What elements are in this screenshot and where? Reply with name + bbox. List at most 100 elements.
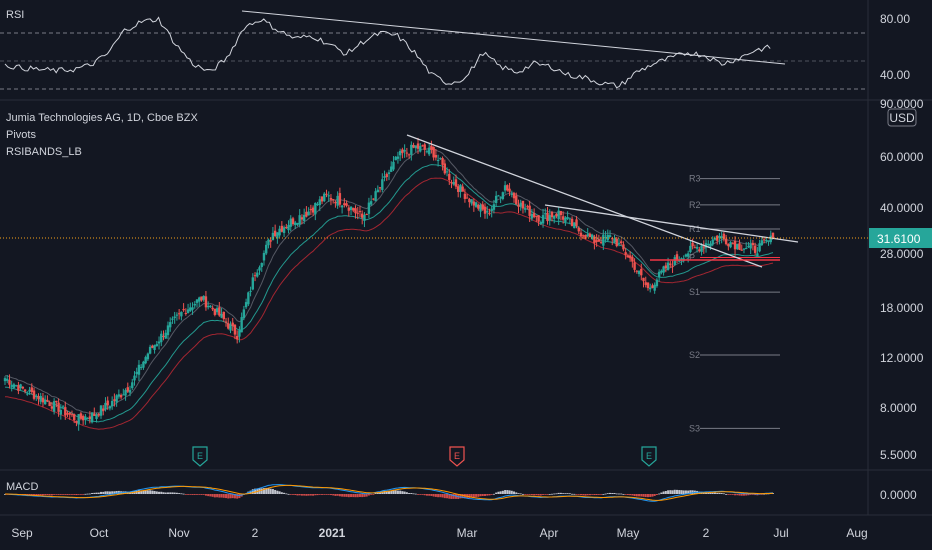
candle-body	[282, 227, 286, 233]
candle-body	[106, 400, 109, 406]
candle-body	[32, 390, 36, 399]
macd-bar	[93, 492, 96, 494]
candle-body	[742, 248, 746, 250]
macd-bar	[684, 490, 687, 494]
macd-bar	[542, 494, 545, 495]
candle-body	[481, 204, 484, 210]
candle-body	[506, 185, 509, 191]
macd-bar	[501, 490, 504, 494]
candle-body	[209, 305, 212, 308]
macd-bar	[155, 491, 158, 494]
main-pane[interactable]: Jumia Technologies AG, 1D, Cboe BZX Pivo…	[0, 97, 932, 467]
macd-bar	[452, 494, 455, 499]
macd-bar	[102, 491, 105, 494]
candle-body	[608, 235, 612, 237]
candle-body	[385, 174, 388, 178]
macd-bar	[361, 494, 364, 498]
macd-bar	[196, 494, 198, 495]
currency-badge[interactable]: USD	[887, 108, 917, 127]
macd-bar	[401, 491, 404, 494]
candle-body	[52, 401, 56, 412]
macd-bar	[720, 493, 723, 494]
candle-body	[512, 193, 516, 199]
candle-body	[95, 414, 98, 419]
candle-body	[247, 292, 250, 305]
macd-bar	[517, 493, 520, 494]
price-tick: 18.0000	[880, 301, 924, 315]
macd-bar	[624, 494, 627, 495]
rsi-trendline[interactable]	[241, 10, 786, 65]
candle-body	[347, 207, 351, 211]
macd-bar	[615, 493, 618, 495]
candle-body	[468, 199, 471, 203]
price-tick: 8.0000	[880, 401, 917, 415]
candle-body	[262, 252, 266, 261]
candle-body	[457, 186, 460, 192]
macd-bar	[414, 493, 417, 495]
candle-body	[12, 384, 16, 388]
candle-body	[747, 246, 750, 248]
candle-body	[425, 151, 429, 153]
macd-bar	[651, 494, 654, 497]
candle-body	[46, 399, 49, 402]
macd-bar	[260, 488, 263, 494]
macd-bar	[162, 492, 165, 494]
candle-body	[66, 413, 69, 415]
macd-bar	[472, 494, 475, 498]
candle-body	[251, 277, 255, 290]
macd-bar	[595, 494, 598, 496]
candle-body	[320, 196, 324, 202]
candle-body	[651, 285, 654, 288]
candle-body	[372, 198, 375, 200]
time-axis[interactable]: Sep Oct Nov 2 2021 Mar Apr May 2 Jul Aug	[11, 526, 867, 540]
macd-bar	[153, 490, 156, 494]
candle-body	[662, 266, 665, 273]
macd-bar	[546, 494, 549, 495]
macd-bar	[756, 494, 759, 496]
earnings-marker-nov[interactable]: E	[192, 446, 208, 467]
candle-body	[760, 240, 764, 246]
candle-body	[182, 308, 185, 311]
candle-body	[756, 253, 759, 256]
macd-bar	[488, 494, 491, 496]
macd-bar	[202, 494, 205, 495]
macd-bar	[298, 494, 301, 496]
earnings-marker-feb[interactable]: E	[449, 446, 465, 467]
candle-body	[361, 213, 364, 218]
macd-pane[interactable]: MACD 0.0000	[4, 481, 917, 502]
candle-body	[311, 207, 315, 213]
price-tick: 5.5000	[880, 448, 917, 462]
macd-bar	[439, 494, 442, 498]
candle-body	[573, 222, 576, 229]
descending-trendline[interactable]	[406, 134, 763, 268]
earnings-marker-may[interactable]: E	[641, 446, 657, 467]
candle-body	[403, 149, 406, 152]
candle-body	[570, 218, 574, 227]
macd-bar	[318, 494, 321, 495]
candle-body	[220, 313, 223, 318]
resistance-trendline[interactable]	[544, 204, 799, 243]
time-tick: Nov	[168, 526, 189, 540]
candle-body	[436, 159, 440, 161]
candle-body	[144, 357, 147, 364]
macd-bar	[734, 494, 737, 496]
macd-bar	[588, 494, 591, 496]
last-price-value: 31.6100	[877, 232, 921, 246]
macd-bar	[323, 494, 326, 495]
currency-label: USD	[889, 111, 915, 125]
macd-bar	[729, 494, 732, 495]
candle-body	[323, 193, 326, 202]
macd-bar	[687, 490, 690, 494]
time-tick: Sep	[11, 526, 33, 540]
macd-bar	[689, 490, 692, 494]
candle-body	[177, 313, 181, 315]
macd-bar	[568, 493, 571, 495]
rsi-pane[interactable]: RSI 80.00 40.00	[0, 9, 910, 90]
time-tick: Aug	[846, 526, 867, 540]
macd-bar	[64, 494, 67, 495]
candle-body	[90, 412, 94, 423]
candle-body	[139, 366, 143, 368]
macd-bar	[421, 494, 424, 495]
earnings-label-may: E	[646, 451, 652, 461]
